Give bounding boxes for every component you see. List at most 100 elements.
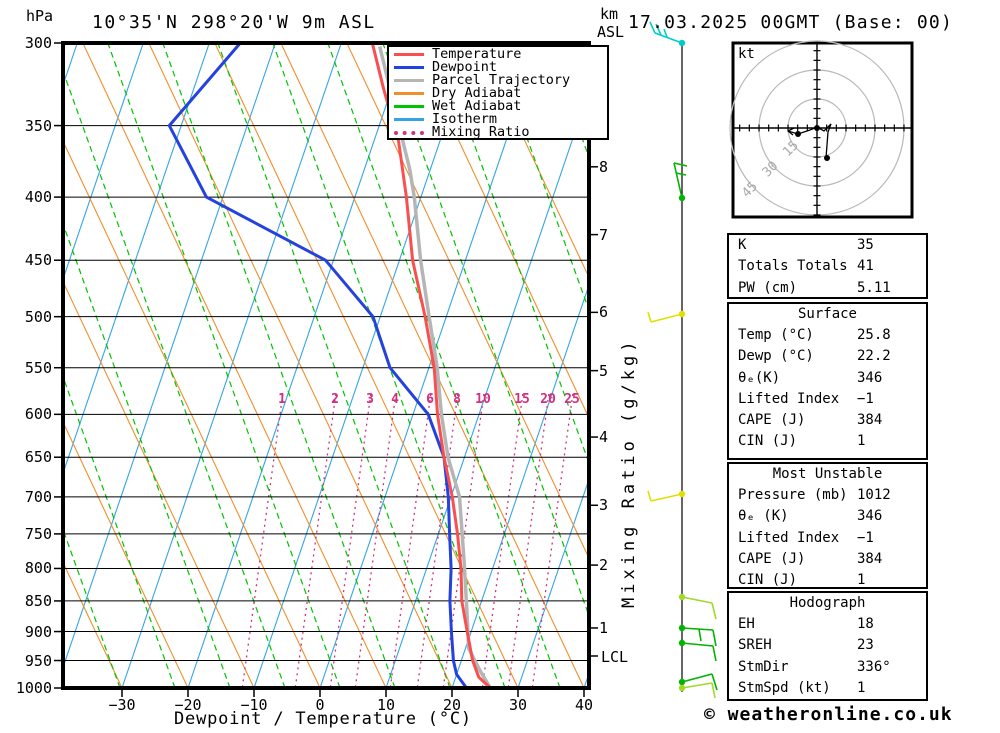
table-row-label: Lifted Index bbox=[738, 529, 840, 546]
table-row-value: 1012 bbox=[857, 487, 891, 503]
temperature-curve bbox=[370, 43, 492, 688]
wind-barb-dot bbox=[678, 194, 686, 202]
table-row-label: SREH bbox=[738, 637, 772, 654]
mixing-ratio-line bbox=[294, 393, 337, 688]
pressure-tick-label: 900 bbox=[24, 622, 52, 641]
temperature-tick-label: 30 bbox=[508, 696, 528, 714]
table-row-value: 1 bbox=[857, 679, 866, 696]
pressure-tick-label: 950 bbox=[24, 651, 52, 670]
wind-barb bbox=[678, 639, 717, 662]
table-section-header: Hodograph bbox=[789, 595, 866, 611]
mixing-ratio-value-label: 6 bbox=[426, 392, 434, 407]
hodograph-trace-dot bbox=[814, 125, 820, 131]
wet-adiabat-line bbox=[492, 43, 589, 312]
table-row-label: StmDir bbox=[738, 658, 789, 675]
dry-adiabat-line bbox=[82, 43, 387, 688]
km-tick-label: 4 bbox=[599, 428, 609, 447]
table-row-label: Lifted Index bbox=[738, 390, 840, 407]
table-row-label: CAPE (J) bbox=[738, 412, 806, 429]
isotherm-line bbox=[63, 43, 276, 670]
table-row: Pressure (mb) 1012 bbox=[729, 485, 926, 506]
mixing-ratio-line bbox=[354, 393, 397, 688]
plot-area bbox=[63, 43, 589, 688]
wet-adiabat-line bbox=[327, 43, 561, 688]
wet-adiabat-line bbox=[382, 43, 589, 618]
legend-item: Dewpoint bbox=[394, 60, 607, 74]
km-tick-label: 5 bbox=[599, 361, 609, 380]
wind-barb-dot bbox=[678, 490, 686, 498]
wet-adiabat-line bbox=[217, 43, 451, 688]
table-row-label: Temp (°C) bbox=[738, 327, 814, 343]
mixing-ratio-line bbox=[416, 393, 459, 688]
pressure-tick-label: 1000 bbox=[15, 679, 52, 697]
dry-adiabat-swatch bbox=[394, 92, 424, 95]
pressure-tick-label: 650 bbox=[24, 448, 52, 467]
table-row-value: 346 bbox=[857, 508, 883, 525]
mixing-ratio-value-label: 3 bbox=[366, 392, 374, 407]
mixing-ratio-value-label: 2 bbox=[331, 392, 339, 407]
pressure-tick-label: 600 bbox=[24, 405, 52, 424]
table-row: θₑ(K) 346 bbox=[729, 368, 926, 389]
table-row: CIN (J) 1 bbox=[729, 431, 926, 452]
table-row: Temp (°C) 25.8 bbox=[729, 325, 926, 346]
wind-barb-dot bbox=[678, 624, 686, 632]
wet-adiabat-line bbox=[63, 527, 121, 688]
wet-adiabat-line bbox=[107, 43, 341, 688]
mixing-ratio-value-label: 1 bbox=[278, 392, 286, 407]
lcl-label: LCL bbox=[601, 648, 629, 666]
table-row-value: 1 bbox=[857, 572, 866, 589]
legend-item-label: Dry Adiabat bbox=[432, 85, 522, 101]
table-row: StmDir 336° bbox=[729, 657, 926, 678]
table-row-value: 346 bbox=[857, 369, 883, 386]
dry-adiabat-line bbox=[412, 43, 589, 420]
wet-adiabat-line bbox=[162, 43, 396, 688]
hodograph-unit-label: kt bbox=[738, 46, 755, 62]
legend-item-label: Mixing Ratio bbox=[432, 124, 530, 140]
wet-adiabat-line bbox=[437, 43, 589, 465]
legend-item: Dry Adiabat bbox=[394, 85, 607, 101]
page-title: 10°35'N 298°20'W 9m ASL bbox=[92, 12, 376, 33]
legend-item-label: Wet Adiabat bbox=[432, 98, 522, 114]
plot-border bbox=[61, 41, 591, 690]
wind-barb bbox=[678, 593, 717, 620]
wind-barb-dot bbox=[678, 39, 686, 47]
dewpoint-curve bbox=[167, 43, 468, 688]
table-row-label: CIN (J) bbox=[738, 433, 798, 450]
mixing-ratio-line bbox=[442, 393, 485, 688]
mixing-ratio-line bbox=[507, 393, 550, 688]
km-tick-label: 8 bbox=[599, 157, 609, 176]
temperature-tick-label: 20 bbox=[442, 696, 462, 714]
wind-barb-dot bbox=[678, 310, 686, 318]
mixing-ratio-value-label: 10 bbox=[475, 392, 491, 407]
table-row: Totals Totals 41 bbox=[729, 256, 926, 277]
mixing-ratio-line bbox=[389, 393, 432, 688]
table-section: K 35 Totals Totals 41 PW (cm) 5.11 bbox=[727, 233, 928, 299]
wind-barb-dot bbox=[678, 684, 686, 692]
asl-axis-unit: ASL bbox=[597, 23, 625, 41]
km-tick-label: 3 bbox=[599, 496, 609, 515]
table-row-value: 1 bbox=[857, 433, 866, 450]
table-row-value: 5.11 bbox=[857, 279, 891, 296]
wind-barb bbox=[678, 682, 716, 699]
table-section-header: Most Unstable bbox=[772, 466, 883, 482]
legend-item: Isotherm bbox=[394, 112, 607, 126]
hodograph-arrowhead bbox=[787, 127, 795, 132]
table-section: Surface Temp (°C) 25.8 Dewp (°C) 22.2 θₑ(K) 34… bbox=[727, 302, 928, 460]
table-row-value: 35 bbox=[857, 237, 874, 253]
table-row: PW (cm) 5.11 bbox=[729, 278, 926, 299]
table-row-value: 384 bbox=[857, 412, 883, 429]
legend-item-label: Parcel Trajectory bbox=[432, 72, 571, 88]
isotherm-line bbox=[63, 43, 144, 281]
table-row-value: 23 bbox=[857, 637, 874, 654]
temperature-axis-label: Dewpoint / Temperature (°C) bbox=[174, 709, 472, 729]
dry-adiabat-line bbox=[63, 561, 123, 688]
legend-item: Temperature bbox=[394, 47, 607, 61]
pressure-tick-label: 500 bbox=[24, 307, 52, 326]
mixing-ratio-swatch bbox=[394, 130, 424, 135]
km-tick-label: 1 bbox=[599, 618, 609, 637]
table-section: Hodograph EH 18 SREH 23 StmDir 336° StmSpd (kt)… bbox=[727, 591, 928, 701]
isotherm-line bbox=[451, 283, 589, 688]
table-row: Dewp (°C) 22.2 bbox=[729, 346, 926, 367]
